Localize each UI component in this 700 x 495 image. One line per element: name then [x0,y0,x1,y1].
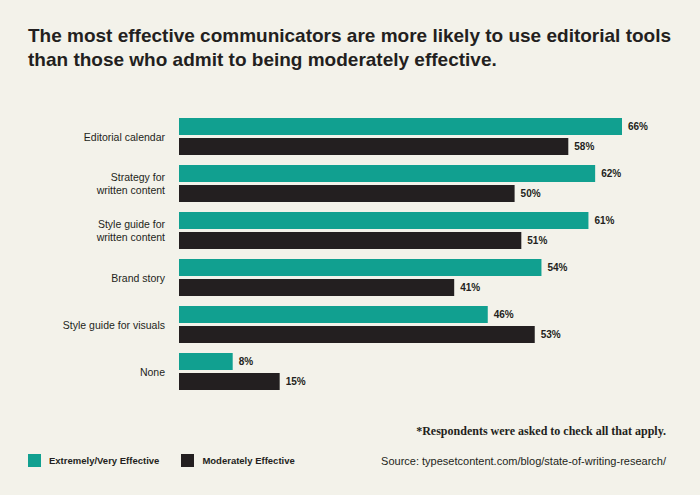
svg-text:50%: 50% [521,188,541,199]
svg-text:62%: 62% [601,168,621,179]
html-text:The most effective communicato: The most effective communicators are mor… [28,25,671,70]
html-text:*Respondents were asked to che: *Respondents were asked to check all tha… [416,424,666,438]
svg-text:Editorial calendar: Editorial calendar [84,131,166,143]
svg-text:Brand story: Brand story [111,272,165,284]
svg-text:Style guide forwritten content: Style guide forwritten content [96,218,166,243]
svg-text:None: None [140,366,165,378]
svg-text:51%: 51% [527,235,547,246]
svg-text:41%: 41% [460,282,480,293]
svg-text:15%: 15% [286,376,306,387]
html-text:Moderately Effective: Moderately Effective [202,455,295,466]
svg-text:54%: 54% [547,262,567,273]
svg-text:46%: 46% [494,309,514,320]
svg-text:66%: 66% [628,121,648,132]
svg-text:8%: 8% [239,356,254,367]
svg-text:53%: 53% [541,329,561,340]
html-text:Source: typesetcontent.com/blo: Source: typesetcontent.com/blog/state-of… [381,455,666,467]
html-text:Extremely/Very Effective: Extremely/Very Effective [49,455,160,466]
svg-text:Strategy forwritten content: Strategy forwritten content [96,171,166,196]
svg-text:Style guide for visuals: Style guide for visuals [63,319,165,331]
svg-text:58%: 58% [574,141,594,152]
svg-text:61%: 61% [594,215,614,226]
